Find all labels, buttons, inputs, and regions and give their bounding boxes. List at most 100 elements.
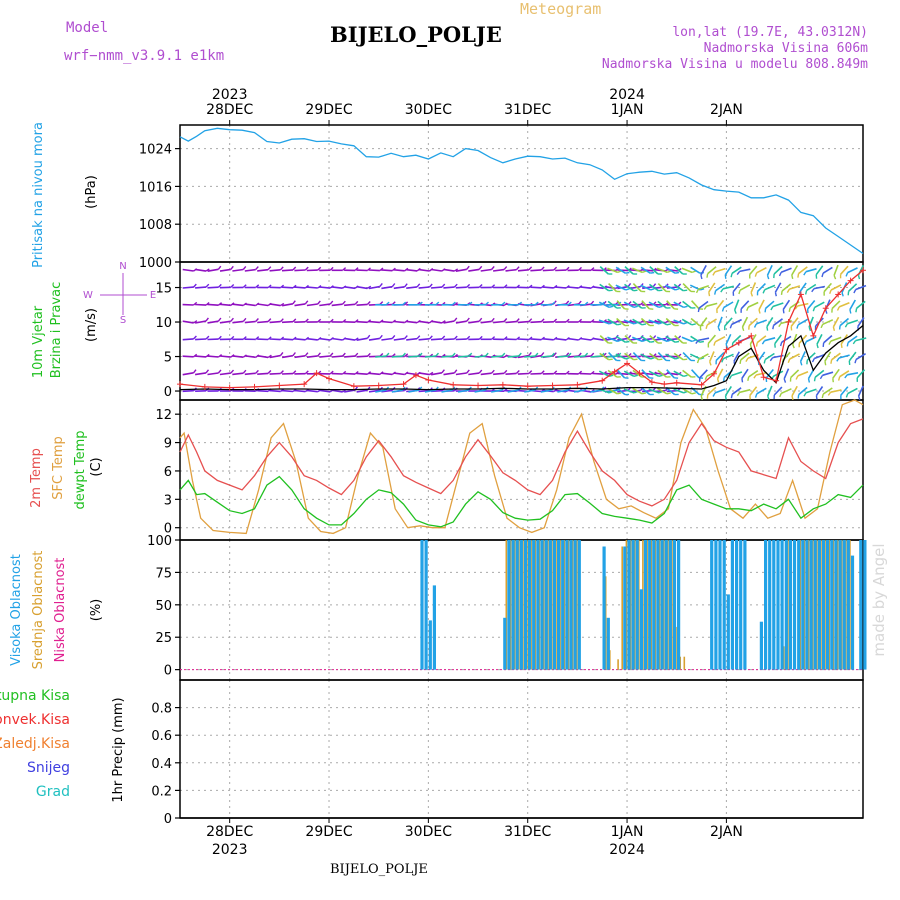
- wind-barb: [847, 372, 859, 376]
- wind-barb: [616, 300, 626, 310]
- wind-barb: [393, 286, 405, 290]
- wind-barb: [607, 300, 618, 309]
- wind-barb-flag: [772, 325, 775, 330]
- wind-barb-flag: [590, 352, 595, 357]
- wind-barb: [806, 352, 816, 361]
- wind-barb-flag: [230, 317, 234, 322]
- wind-barb: [741, 316, 749, 328]
- wind-barb: [524, 355, 536, 358]
- x-tick-label-bottom: 30DEC: [405, 824, 452, 840]
- cloud-mid-bar: [621, 546, 623, 670]
- cloud-high-bar: [656, 540, 660, 670]
- wind-barb: [393, 337, 405, 341]
- wind-barb-flag: [528, 266, 533, 271]
- cloud-high-bar: [557, 540, 561, 670]
- wind-barb: [356, 389, 368, 393]
- wind-barb: [773, 318, 783, 326]
- wind-barb-flag: [650, 288, 655, 291]
- wind-barb: [381, 269, 393, 272]
- wind-barb-flag: [675, 357, 680, 360]
- wind-barb-flag: [454, 268, 459, 272]
- wind-barb-flag: [478, 317, 483, 322]
- wind-barb-flag: [617, 323, 622, 326]
- wind-barb-flag: [553, 352, 557, 357]
- wind-barb: [319, 286, 331, 289]
- wind-barb: [567, 286, 579, 289]
- cloud-low-axis-title: Niska Oblacnost: [53, 558, 68, 663]
- wind-barb: [182, 355, 194, 358]
- wind-barb: [797, 370, 809, 377]
- precip-legend-item: Zaledj.Kisa: [0, 736, 70, 752]
- wind-barb-flag: [418, 352, 423, 357]
- temp-unit: (C): [89, 457, 104, 476]
- wind-barb: [615, 335, 626, 343]
- wind-barb-flag: [491, 284, 496, 288]
- wind-barb-flag: [792, 344, 795, 349]
- wind-barb: [631, 267, 643, 274]
- wind-barb: [749, 386, 758, 396]
- wind-barb: [714, 335, 726, 343]
- wind-barb: [724, 265, 733, 276]
- wind-barb: [682, 300, 692, 309]
- wind-barb: [505, 268, 517, 272]
- wind-barb: [797, 302, 809, 307]
- wind-barb-flag: [699, 326, 702, 331]
- wind-barb: [708, 351, 715, 362]
- wind-barb: [681, 387, 693, 395]
- wind-barb-flag: [205, 268, 210, 272]
- cloud-high-bar: [569, 540, 573, 670]
- wind-barb: [624, 283, 635, 292]
- cloud-high-bar: [714, 540, 718, 670]
- wind-barb-flag: [553, 370, 558, 375]
- wind-barb: [656, 267, 668, 274]
- wind-barb: [682, 352, 692, 361]
- wind-barb-flag: [242, 317, 247, 322]
- wind-barb: [281, 389, 294, 393]
- wind-barb: [731, 371, 743, 377]
- wind-barb-flag: [468, 352, 473, 357]
- wind-barb-flag: [641, 392, 647, 395]
- wind-barb: [207, 372, 219, 376]
- wind-barb: [673, 352, 684, 361]
- wind-barb-flag: [590, 300, 595, 305]
- cloud-high-bar: [838, 540, 842, 670]
- wind-barb-flag: [354, 319, 359, 323]
- wind-barb-flag: [418, 301, 423, 306]
- wind-barb: [257, 303, 269, 307]
- cloud-high-bar: [764, 540, 768, 670]
- wind-barb-flag: [844, 323, 849, 328]
- wind-barb-flag: [491, 317, 495, 322]
- wind-barb: [764, 284, 776, 291]
- wind-barb-flag: [441, 369, 445, 374]
- wind-barb-flag: [691, 323, 696, 326]
- wind-barb: [391, 355, 403, 358]
- cloud-high-bar: [631, 540, 635, 670]
- wind-barb-flag: [721, 307, 725, 312]
- wind-barb-flag: [304, 370, 309, 375]
- wind-barb-flag: [379, 282, 383, 288]
- wind-barb-flag: [821, 273, 824, 278]
- wind-barb: [294, 303, 306, 307]
- wind-barb-flag: [451, 301, 456, 306]
- wind-barb: [207, 286, 219, 289]
- wind-barb: [615, 266, 626, 274]
- wind-barb-flag: [855, 308, 858, 313]
- cloud-high-bar: [639, 589, 643, 670]
- wind-barb: [798, 386, 808, 396]
- wind-barb-flag: [317, 266, 322, 271]
- station-title: BIJELO_POLJE: [330, 22, 502, 47]
- wind-barb-flag: [478, 265, 483, 270]
- wind-barb: [319, 355, 331, 358]
- wind-barb-flag: [667, 339, 672, 343]
- wind-barb: [822, 387, 833, 395]
- cloud-mid-bar: [617, 659, 619, 670]
- dewpt-axis-title: dewpt Temp: [73, 430, 88, 509]
- cloud-high-bar: [515, 540, 519, 670]
- wind-barb: [457, 389, 470, 393]
- wind-barb: [722, 353, 734, 360]
- wind-barb: [798, 334, 808, 344]
- wind-barb: [799, 351, 806, 362]
- wind-barb-flag: [367, 285, 372, 289]
- wind-barb: [269, 372, 281, 375]
- y-tick-label: 12: [155, 408, 172, 423]
